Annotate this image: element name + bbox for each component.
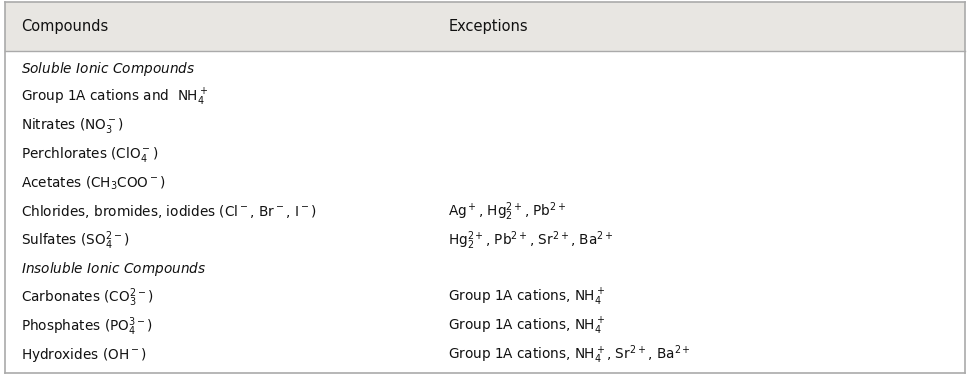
Text: Exceptions: Exceptions bbox=[448, 19, 527, 34]
Text: Carbonates (CO$_3^{2-}$): Carbonates (CO$_3^{2-}$) bbox=[21, 286, 154, 309]
Text: Nitrates (NO$_3^-$): Nitrates (NO$_3^-$) bbox=[21, 117, 124, 135]
Text: Group 1A cations and  NH$_4^+$: Group 1A cations and NH$_4^+$ bbox=[21, 87, 208, 108]
Text: Compounds: Compounds bbox=[21, 19, 109, 34]
Text: Phosphates (PO$_4^{3-}$): Phosphates (PO$_4^{3-}$) bbox=[21, 315, 153, 338]
Text: Chlorides, bromides, iodides (Cl$^-$, Br$^-$, I$^-$): Chlorides, bromides, iodides (Cl$^-$, Br… bbox=[21, 203, 317, 220]
Text: Sulfates (SO$_4^{2-}$): Sulfates (SO$_4^{2-}$) bbox=[21, 229, 130, 252]
Text: $\mathbf{\mathit{Soluble\ Ionic\ Compounds}}$: $\mathbf{\mathit{Soluble\ Ionic\ Compoun… bbox=[21, 60, 196, 78]
Text: Group 1A cations, NH$_4^+$, Sr$^{2+}$, Ba$^{2+}$: Group 1A cations, NH$_4^+$, Sr$^{2+}$, B… bbox=[448, 344, 690, 366]
Text: Ag$^+$, Hg$_2^{2+}$, Pb$^{2+}$: Ag$^+$, Hg$_2^{2+}$, Pb$^{2+}$ bbox=[448, 201, 566, 223]
Text: Group 1A cations, NH$_4^+$: Group 1A cations, NH$_4^+$ bbox=[448, 316, 605, 337]
Text: Group 1A cations, NH$_4^+$: Group 1A cations, NH$_4^+$ bbox=[448, 287, 605, 308]
Bar bbox=[5, 2, 964, 51]
Text: Hydroxides (OH$^-$): Hydroxides (OH$^-$) bbox=[21, 346, 147, 364]
Text: $\mathbf{\mathit{Insoluble\ Ionic\ Compounds}}$: $\mathbf{\mathit{Insoluble\ Ionic\ Compo… bbox=[21, 260, 206, 278]
Text: Acetates (CH$_3$COO$^-$): Acetates (CH$_3$COO$^-$) bbox=[21, 174, 167, 192]
Text: Hg$_2^{2+}$, Pb$^{2+}$, Sr$^{2+}$, Ba$^{2+}$: Hg$_2^{2+}$, Pb$^{2+}$, Sr$^{2+}$, Ba$^{… bbox=[448, 229, 613, 252]
Text: Perchlorates (ClO$_4^-$): Perchlorates (ClO$_4^-$) bbox=[21, 145, 159, 164]
